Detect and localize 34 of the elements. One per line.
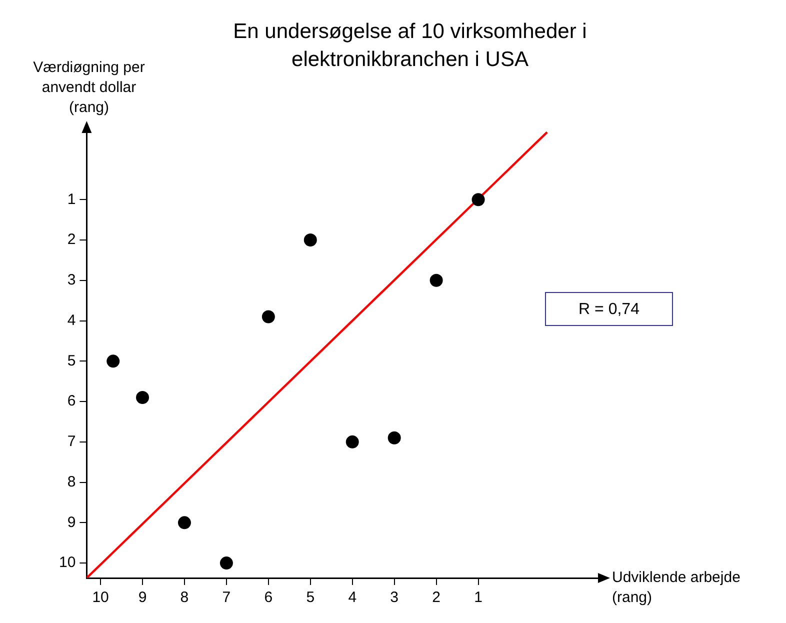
x-tick-label: 2 (432, 589, 440, 606)
x-tick-label: 7 (222, 589, 231, 606)
y-axis-title: Værdiøgning per anvendt dollar (rang) (32, 58, 146, 118)
point (106, 354, 120, 368)
y-tick-label: 6 (67, 392, 76, 410)
annotation: R = 0,74 (545, 292, 673, 326)
y-tick-label: 7 (67, 433, 76, 450)
y-tick-label: 4 (67, 312, 76, 329)
y-tick-label: 9 (67, 514, 76, 531)
chart-title: En undersøgelse af 10 virksomheder i elektronikbranchen i USA (232, 19, 588, 73)
x-tick-label: 3 (390, 589, 399, 606)
point (262, 310, 275, 324)
y-tick-label: 1 (67, 190, 76, 208)
x-tick-label: 6 (264, 589, 273, 606)
point (304, 234, 317, 247)
point (136, 391, 150, 404)
x-tick-label: 1 (474, 589, 482, 606)
point (430, 274, 443, 287)
x-tick-label: 5 (306, 589, 315, 606)
point (178, 516, 191, 530)
x-tick-label: 10 (92, 589, 109, 606)
y-tick-label: 5 (67, 352, 76, 370)
y-tick-label: 3 (67, 272, 76, 289)
x-tick-label: 8 (180, 589, 189, 606)
y-tick-label: 10 (58, 554, 76, 572)
point (346, 435, 359, 448)
x-tick-label: 9 (138, 589, 147, 606)
point (472, 193, 485, 206)
y-tick-label: 8 (67, 473, 76, 490)
x-axis-title: Udviklende arbejde (rang) (612, 568, 742, 608)
point (388, 431, 401, 444)
x-tick-label: 4 (348, 589, 357, 606)
y-tick-label: 2 (67, 231, 76, 248)
point (220, 556, 233, 570)
